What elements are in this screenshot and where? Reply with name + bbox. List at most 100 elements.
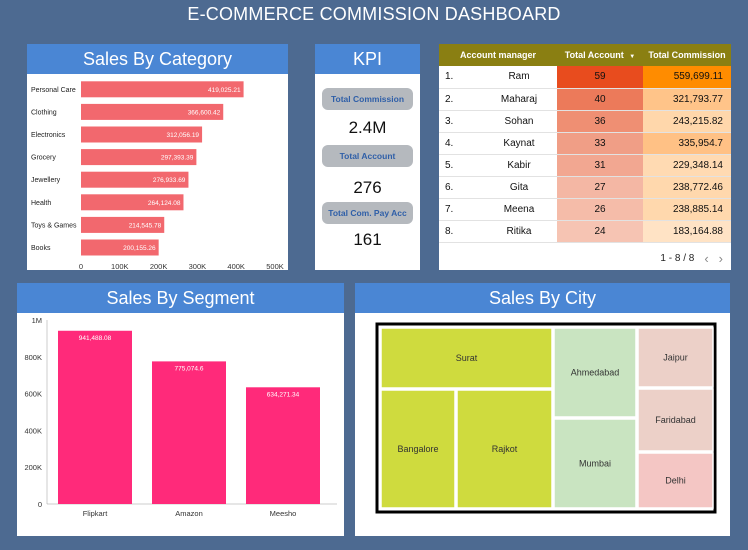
city-label: Bangalore xyxy=(397,444,438,454)
row-index: 1. xyxy=(439,66,481,89)
sales-by-city-panel: Sales By City Surat Bangalore Rajkot Ahmeda… xyxy=(355,283,730,536)
segment-category-label: Amazon xyxy=(175,509,203,518)
city-cell xyxy=(456,389,553,509)
city-label: Rajkot xyxy=(492,444,518,454)
segment-category-label: Flipkart xyxy=(83,509,109,518)
row-index: 7. xyxy=(439,198,481,221)
city-cell xyxy=(637,388,714,452)
category-bar-value: 214,545.78 xyxy=(129,222,162,229)
segment-category-label: Meesho xyxy=(270,509,297,518)
category-bar-value: 200,155.26 xyxy=(123,245,156,252)
total-account-cell: 36 xyxy=(557,110,643,133)
category-bar-value: 312,056.19 xyxy=(167,132,200,139)
category-label: Grocery xyxy=(31,155,56,162)
sales-by-city-title: Sales By City xyxy=(355,283,730,313)
city-label: Faridabad xyxy=(655,415,696,425)
y-tick-label: 200K xyxy=(24,463,42,472)
total-account-cell: 26 xyxy=(557,198,643,221)
row-index: 2. xyxy=(439,88,481,111)
y-tick-label: 1M xyxy=(32,316,42,325)
table-body: 1. Ram 59 559,699.11 2. Maharaj 40 321,793.77 3.… xyxy=(439,66,731,243)
pagination-text: 1 - 8 / 8 xyxy=(660,253,695,264)
total-account-cell: 24 xyxy=(557,220,643,243)
total-commission-label: Total Commission xyxy=(322,88,413,110)
header-account-manager[interactable]: Account manager xyxy=(439,44,557,66)
table-header-row: Account manager Total Account ▼ Total Co… xyxy=(439,44,731,66)
header-total-commission[interactable]: Total Commission xyxy=(643,44,731,66)
x-tick-label: 200K xyxy=(150,262,168,270)
y-tick-label: 800K xyxy=(24,353,42,362)
city-cell xyxy=(637,452,714,509)
row-index: 4. xyxy=(439,132,481,155)
sales-by-segment-chart: 0 200K 400K 600K 800K 1M 941,488.08 Flipkart 775… xyxy=(24,316,337,518)
segment-bar xyxy=(152,361,226,504)
account-manager-cell: Maharaj xyxy=(481,88,557,111)
category-label: Electronics xyxy=(31,132,66,139)
row-index: 6. xyxy=(439,176,481,199)
category-bar xyxy=(81,126,203,143)
total-commission-value: 2.4M xyxy=(348,118,387,137)
account-manager-cell: Meena xyxy=(481,198,557,221)
y-tick-label: 0 xyxy=(38,500,42,509)
category-bar-value: 366,600.42 xyxy=(188,109,221,116)
table-row[interactable]: 3. Sohan 36 243,215.82 xyxy=(439,110,731,133)
row-index: 5. xyxy=(439,154,481,177)
y-tick-label: 600K xyxy=(24,390,42,399)
city-label: Surat xyxy=(456,353,478,363)
x-tick-label: 100K xyxy=(111,262,129,270)
city-cell xyxy=(637,327,714,388)
prev-page-icon[interactable]: ‹ xyxy=(704,251,709,266)
account-manager-cell: Kaynat xyxy=(481,132,557,155)
total-com-pay-acc-label: Total Com. Pay Acc xyxy=(322,202,413,224)
category-label: Clothing xyxy=(31,109,57,116)
total-com-pay-acc-value: 161 xyxy=(353,230,382,249)
table-row[interactable]: 4. Kaynat 33 335,954.7 xyxy=(439,132,731,155)
total-commission-cell: 559,699.11 xyxy=(643,66,731,89)
total-commission-cell: 335,954.7 xyxy=(643,132,731,155)
category-bar xyxy=(81,171,189,188)
y-tick-label: 400K xyxy=(24,426,42,435)
segment-bar-value: 634,271.34 xyxy=(267,391,300,398)
category-bar xyxy=(81,239,159,256)
table-row[interactable]: 1. Ram 59 559,699.11 xyxy=(439,66,731,89)
table-row[interactable]: 5. Kabir 31 229,348.14 xyxy=(439,154,731,177)
table-row[interactable]: 8. Ritika 24 183,164.88 xyxy=(439,220,731,243)
total-commission-cell: 238,772.46 xyxy=(643,176,731,199)
next-page-icon[interactable]: › xyxy=(718,251,723,266)
total-commission-cell: 238,885.14 xyxy=(643,198,731,221)
x-tick-label: 500K xyxy=(266,262,284,270)
row-index: 3. xyxy=(439,110,481,133)
city-label: Ahmedabad xyxy=(571,368,620,378)
account-manager-cell: Sohan xyxy=(481,110,557,133)
x-tick-label: 0 xyxy=(79,262,83,270)
category-bar-value: 419,025.21 xyxy=(208,87,241,94)
account-manager-table-panel: Account manager Total Account ▼ Total Co… xyxy=(439,44,731,270)
sales-by-category-panel: Sales By Category Personal Care 419,025.2… xyxy=(27,44,288,270)
category-bar-value: 276,933.69 xyxy=(153,177,186,184)
total-account-label: Total Account xyxy=(322,145,413,167)
category-label: Jewellery xyxy=(31,177,61,184)
category-bar xyxy=(81,103,224,120)
row-index: 8. xyxy=(439,220,481,243)
table-row[interactable]: 6. Gita 27 238,772.46 xyxy=(439,176,731,199)
account-manager-cell: Kabir xyxy=(481,154,557,177)
account-manager-cell: Ram xyxy=(481,66,557,89)
total-account-value: 276 xyxy=(353,178,382,197)
table-row[interactable]: 2. Maharaj 40 321,793.77 xyxy=(439,88,731,111)
sales-by-segment-panel: Sales By Segment 0 200K 400K 600K 800K 1M 941,… xyxy=(17,283,344,536)
account-manager-cell: Gita xyxy=(481,176,557,199)
category-label: Toys & Games xyxy=(31,222,77,229)
city-label: Jaipur xyxy=(663,353,688,363)
kpi-panel: KPI Total Commission 2.4M Total Account … xyxy=(315,44,420,270)
kpi-title: KPI xyxy=(315,44,420,74)
total-commission-cell: 243,215.82 xyxy=(643,110,731,133)
total-commission-cell: 321,793.77 xyxy=(643,88,731,111)
total-commission-cell: 229,348.14 xyxy=(643,154,731,177)
total-commission-cell: 183,164.88 xyxy=(643,220,731,243)
header-total-account[interactable]: Total Account ▼ xyxy=(557,44,643,66)
category-label: Health xyxy=(31,200,51,207)
city-cell xyxy=(553,418,637,509)
segment-bar xyxy=(246,387,320,504)
table-row[interactable]: 7. Meena 26 238,885.14 xyxy=(439,198,731,221)
sales-by-category-chart: Personal Care 419,025.21 Clothing 366,600.4… xyxy=(31,81,284,270)
